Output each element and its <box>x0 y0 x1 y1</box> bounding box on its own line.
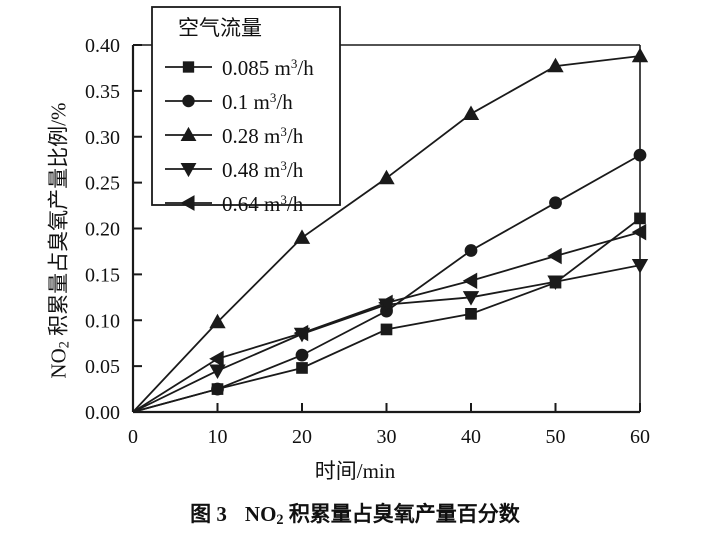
legend-value: 0.085 m <box>222 56 291 80</box>
x-tick-label: 0 <box>128 426 138 448</box>
y-tick-label: 0.20 <box>85 219 120 241</box>
y-tick-label: 0.35 <box>85 81 120 103</box>
data-point-triangle-down <box>462 291 480 306</box>
data-point-triangle-down <box>209 364 226 380</box>
data-point-triangle-left <box>547 247 562 265</box>
data-point-triangle-up <box>180 126 197 142</box>
x-tick-label: 60 <box>630 426 650 448</box>
series-4 <box>132 223 647 413</box>
series-line <box>132 264 641 413</box>
legend-box <box>151 6 341 206</box>
data-point-triangle-up <box>293 229 311 244</box>
data-point-triangle-down <box>631 258 649 274</box>
data-point-circle <box>549 196 562 210</box>
legend-unit-tail: /h <box>276 90 293 114</box>
data-point-circle <box>295 348 309 362</box>
data-point-triangle-up <box>631 47 649 63</box>
series-2 <box>132 47 649 413</box>
data-point-triangle-up <box>378 169 395 185</box>
y-tick-label: 0.05 <box>85 356 120 378</box>
x-tick-label: 50 <box>546 426 566 448</box>
chart-plot-area: 0.00 0.05 0.10 0.15 0.20 0.25 0.30 0.35 0.40 0 10… <box>85 6 650 448</box>
legend-unit-exponent: 3 <box>291 56 298 71</box>
legend-unit-exponent: 3 <box>280 124 287 139</box>
series-line <box>132 231 641 413</box>
data-point-triangle-up <box>547 57 564 73</box>
y-axis-ticks: 0.00 0.05 0.10 0.15 0.20 0.25 0.30 0.35 0.40 <box>85 35 142 424</box>
legend-item-label: 0.28 m3/h <box>222 124 304 148</box>
data-point-circle <box>182 94 195 108</box>
y-tick-label: 0.40 <box>85 35 120 57</box>
figure-caption-number: 图 3 <box>190 502 227 526</box>
legend-value: 0.1 m <box>222 90 270 114</box>
data-point-triangle-down <box>547 275 564 291</box>
legend-items: 0.085 m3/h0.1 m3/h0.28 m3/h0.48 m3/h0.64… <box>165 56 314 216</box>
data-point-circle <box>211 382 224 396</box>
data-point-circle <box>464 244 478 257</box>
data-point-triangle-down <box>180 162 197 178</box>
data-point-square <box>380 323 393 336</box>
data-point-square <box>296 362 308 374</box>
figure-caption-subscript: 2 <box>276 512 284 529</box>
x-axis-ticks: 0 10 20 30 40 50 60 <box>128 403 650 448</box>
y-tick-label: 0.10 <box>85 310 120 332</box>
data-point-triangle-up <box>462 105 480 121</box>
y-tick-label: 0.30 <box>85 127 120 149</box>
x-tick-label: 40 <box>461 426 481 448</box>
series-3 <box>132 258 649 413</box>
data-point-square <box>634 212 646 225</box>
x-tick-label: 10 <box>208 426 228 448</box>
legend-unit-exponent: 3 <box>280 192 287 207</box>
data-point-square <box>465 307 477 320</box>
data-point-triangle-up <box>209 313 226 329</box>
y-tick-label: 0.25 <box>85 173 120 195</box>
data-point-triangle-left <box>209 350 224 367</box>
legend-item-label: 0.48 m3/h <box>222 158 304 182</box>
legend-item-label: 0.64 m3/h <box>222 192 304 216</box>
x-tick-label: 30 <box>377 426 397 448</box>
x-tick-label: 20 <box>292 426 312 448</box>
figure-caption-post: 积累量占臭氧产量百分数 <box>283 502 520 526</box>
data-point-circle <box>633 148 647 162</box>
figure-caption: 图 3 NO2 积累量占臭氧产量百分数 <box>0 498 710 529</box>
data-point-triangle-left <box>293 324 309 342</box>
legend-unit-tail: /h <box>287 124 304 148</box>
data-point-triangle-left <box>631 223 647 241</box>
legend-item-3[interactable]: 0.48 m3/h <box>165 158 304 182</box>
legend-value: 0.64 m <box>222 192 280 216</box>
legend-item-label: 0.085 m3/h <box>222 56 314 80</box>
legend-unit-tail: /h <box>297 56 314 80</box>
data-series-layer <box>132 47 649 413</box>
legend-unit-tail: /h <box>287 192 304 216</box>
figure-caption-pre: NO <box>244 502 277 526</box>
legend: 空气流量 0.085 m3/h0.1 m3/h0.28 m3/h0.48 m3/… <box>151 6 341 216</box>
legend-unit-exponent: 3 <box>280 158 287 173</box>
legend-item-0[interactable]: 0.085 m3/h <box>165 56 314 80</box>
data-point-square <box>182 61 195 73</box>
data-point-triangle-left <box>378 294 393 311</box>
legend-item-1[interactable]: 0.1 m3/h <box>165 90 293 114</box>
legend-item-4[interactable]: 0.64 m3/h <box>165 192 304 216</box>
data-point-triangle-left <box>180 195 195 211</box>
legend-item-2[interactable]: 0.28 m3/h <box>165 124 304 148</box>
legend-unit-tail: /h <box>287 158 304 182</box>
y-tick-label: 0.15 <box>85 264 120 286</box>
legend-item-label: 0.1 m3/h <box>222 90 293 114</box>
data-point-triangle-left <box>462 272 478 289</box>
legend-value: 0.28 m <box>222 124 280 148</box>
legend-title: 空气流量 <box>178 16 262 40</box>
y-tick-label: 0.00 <box>85 402 120 424</box>
x-axis-title: 时间/min <box>314 459 396 483</box>
legend-value: 0.48 m <box>222 158 280 182</box>
legend-unit-exponent: 3 <box>270 90 277 105</box>
